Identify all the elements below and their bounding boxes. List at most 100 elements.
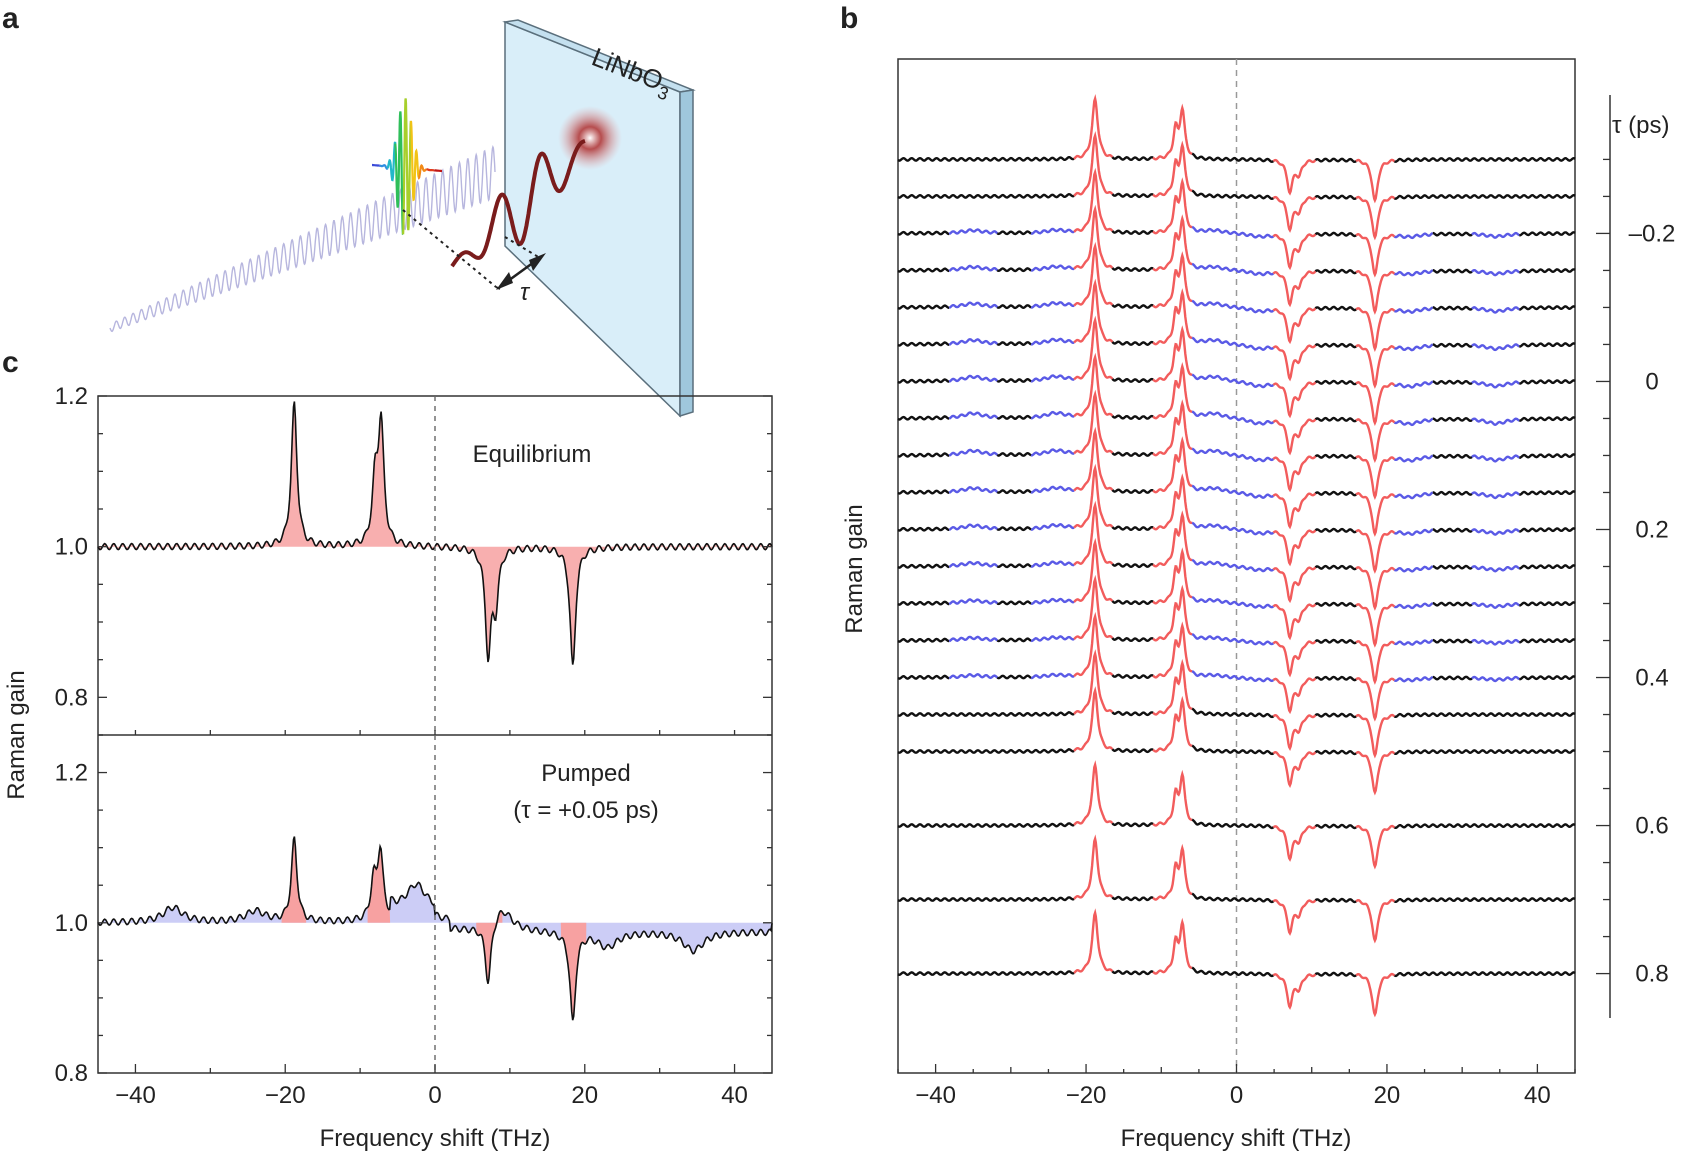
trace-segment bbox=[1031, 264, 1075, 272]
trace-segment bbox=[1191, 595, 1275, 609]
pumped-label: Pumped bbox=[541, 760, 630, 787]
trace-segment bbox=[1272, 233, 1317, 271]
tau-tick-label: 0.6 bbox=[1635, 813, 1668, 840]
trace-segment bbox=[1152, 584, 1193, 642]
trace-segment bbox=[1030, 635, 1075, 643]
trace-segment bbox=[1355, 158, 1396, 204]
trace-segment bbox=[1111, 340, 1154, 347]
x-tick-label: 20 bbox=[1374, 1082, 1401, 1109]
panel-c-ylabel: Raman gain bbox=[3, 670, 30, 799]
trace-segment bbox=[1471, 306, 1520, 314]
trace-segment bbox=[1073, 649, 1114, 715]
trace-segment bbox=[1393, 417, 1434, 427]
trace-segment bbox=[1355, 750, 1396, 796]
probe-pulse-segment bbox=[402, 98, 412, 235]
trace-segment bbox=[1519, 490, 1576, 496]
trace-segment bbox=[1111, 303, 1154, 310]
delay-symbol: τ bbox=[520, 279, 531, 306]
crystal: LiNbO3 bbox=[502, 19, 696, 418]
trace-segment bbox=[1191, 521, 1275, 536]
trace-segment bbox=[1272, 381, 1317, 419]
trace-segment bbox=[1432, 416, 1473, 423]
trace-segment bbox=[996, 600, 1032, 606]
trace-segment bbox=[897, 267, 950, 273]
trace-segment bbox=[1152, 547, 1193, 605]
trace-segment bbox=[1191, 225, 1275, 239]
trace-segment bbox=[1152, 288, 1193, 346]
trace-segment bbox=[897, 230, 950, 236]
trace-segment bbox=[948, 523, 999, 531]
trace-segment bbox=[1355, 418, 1396, 463]
trace-segment bbox=[948, 301, 999, 309]
trace-segment bbox=[1314, 527, 1357, 534]
x-tick-label: −20 bbox=[265, 1082, 306, 1109]
x-tick-label: 20 bbox=[571, 1082, 598, 1109]
trace-segment bbox=[1191, 189, 1274, 201]
panel-a-schematic: LiNbO3 τ bbox=[109, 19, 696, 418]
probe-pulse-segment bbox=[372, 163, 380, 167]
trace-segment bbox=[897, 489, 950, 495]
trace-segment bbox=[948, 486, 999, 494]
trace-segment bbox=[1073, 463, 1114, 529]
trace-segment bbox=[1030, 227, 1075, 235]
trace-segment bbox=[1355, 455, 1396, 501]
trace-segment bbox=[1519, 564, 1576, 570]
trace-segment bbox=[1393, 343, 1434, 352]
trace-segment bbox=[1355, 232, 1396, 278]
trace-segment bbox=[1111, 599, 1154, 606]
trace-segment bbox=[1432, 379, 1473, 385]
trace-segment bbox=[1393, 602, 1434, 610]
trace-segment bbox=[996, 304, 1032, 310]
trace-segment bbox=[1152, 140, 1193, 198]
trace-segment bbox=[1152, 621, 1193, 679]
trace-segment bbox=[1152, 214, 1193, 272]
equilibrium-label: Equilibrium bbox=[473, 441, 592, 468]
delay-indicator: τ bbox=[402, 209, 546, 306]
trace-segment bbox=[1111, 377, 1154, 384]
trace-segment bbox=[1191, 633, 1275, 646]
trace-segment bbox=[897, 192, 1075, 199]
trace-segment bbox=[1073, 241, 1114, 307]
trace-segment bbox=[1393, 380, 1434, 389]
trace-segment bbox=[897, 674, 950, 680]
trace-segment bbox=[1272, 973, 1317, 1010]
y-tick-label: 1.0 bbox=[55, 534, 88, 561]
y-tick-label: 1.0 bbox=[55, 910, 88, 937]
panel-label-a: a bbox=[2, 2, 19, 35]
trace-segment bbox=[897, 711, 1075, 717]
trace-segment bbox=[1314, 268, 1357, 275]
pumped-delay-label: (τ = +0.05 ps) bbox=[513, 797, 659, 824]
x-tick-label: 40 bbox=[721, 1082, 748, 1109]
panel-label-b: b bbox=[840, 2, 858, 35]
trace-segment bbox=[1152, 843, 1193, 901]
trace-segment bbox=[1355, 529, 1396, 574]
trace-segment bbox=[1519, 231, 1576, 237]
trace-segment bbox=[1111, 895, 1154, 902]
trace-segment bbox=[1314, 675, 1357, 682]
trace-segment bbox=[1272, 270, 1317, 308]
trace-segment bbox=[1272, 492, 1317, 530]
probe-pulse-segment bbox=[386, 141, 397, 182]
trace-segment bbox=[1432, 675, 1473, 681]
trace-segment bbox=[1471, 638, 1520, 646]
trace-segment bbox=[1073, 352, 1114, 418]
trace-segment bbox=[1073, 500, 1114, 566]
y-tick-label: 1.2 bbox=[55, 383, 88, 410]
trace-segment bbox=[1314, 749, 1357, 756]
trace-segment bbox=[1355, 269, 1396, 315]
trace-segment bbox=[1355, 307, 1396, 352]
panel-b-chart: –0.2 0 0.2 0.4 0.6 0.8 τ (ps) Frequency shift… bbox=[841, 58, 1675, 1152]
trace-segment bbox=[1432, 231, 1473, 237]
trace-segment bbox=[1314, 601, 1357, 608]
trace-segment bbox=[1519, 416, 1576, 422]
trace-segment bbox=[1432, 490, 1473, 496]
x-tick-label: 40 bbox=[1524, 1082, 1551, 1109]
trace-segment bbox=[1471, 231, 1520, 239]
trace-segment bbox=[1111, 969, 1154, 976]
trace-segment bbox=[1073, 537, 1114, 603]
trace-segment bbox=[1314, 823, 1357, 830]
trace-segment bbox=[1073, 167, 1114, 233]
trace-segment bbox=[1191, 336, 1275, 351]
trace-segment bbox=[948, 598, 999, 606]
trace-segment bbox=[1111, 451, 1154, 458]
